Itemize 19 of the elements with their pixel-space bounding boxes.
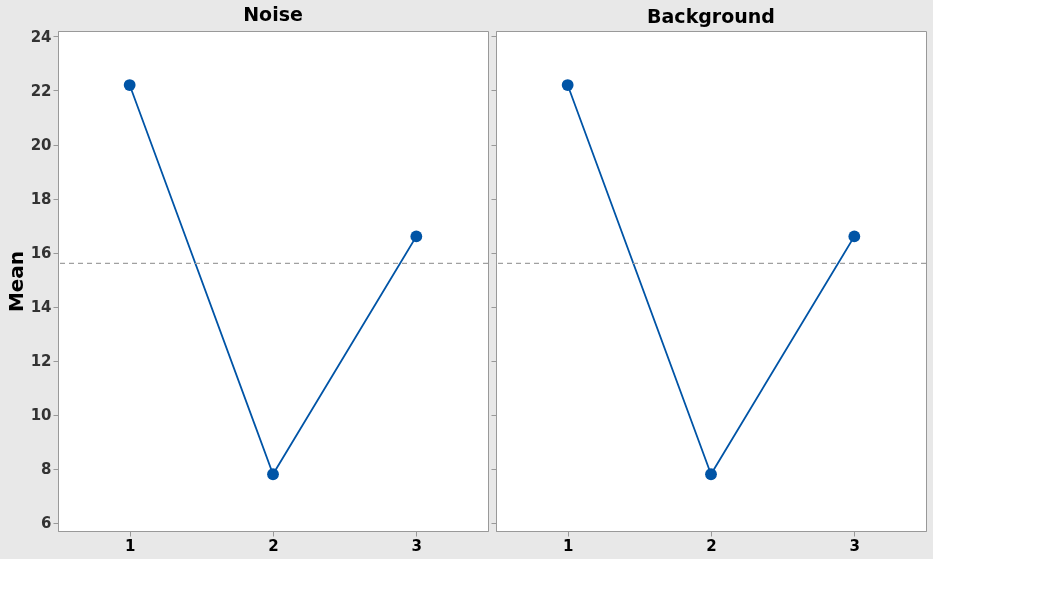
x-tick-label: 3 [849, 536, 861, 555]
x-tick-label: 2 [268, 536, 279, 555]
x-tick-label: 1 [562, 536, 574, 555]
y-tick-label: 22 [30, 81, 52, 100]
chart-title: Noise [243, 3, 303, 26]
y-tick-label: 24 [30, 27, 52, 46]
y-tick-label: 12 [30, 352, 52, 371]
y-tick-label: 6 [41, 514, 52, 533]
x-tick-label: 3 [411, 536, 423, 555]
y-tick-label: 10 [30, 406, 52, 425]
y-tick-label: 8 [41, 460, 52, 479]
x-tick-label: 1 [124, 536, 136, 555]
x-tick-label: 2 [706, 536, 717, 555]
y-tick-label: 16 [30, 244, 52, 263]
y-tick-label: 20 [30, 136, 52, 155]
y-tick-label: 18 [30, 190, 52, 209]
chart-title: Background [647, 5, 775, 27]
y-tick-label: 14 [30, 298, 52, 317]
y-axis-title: Mean [3, 250, 28, 313]
